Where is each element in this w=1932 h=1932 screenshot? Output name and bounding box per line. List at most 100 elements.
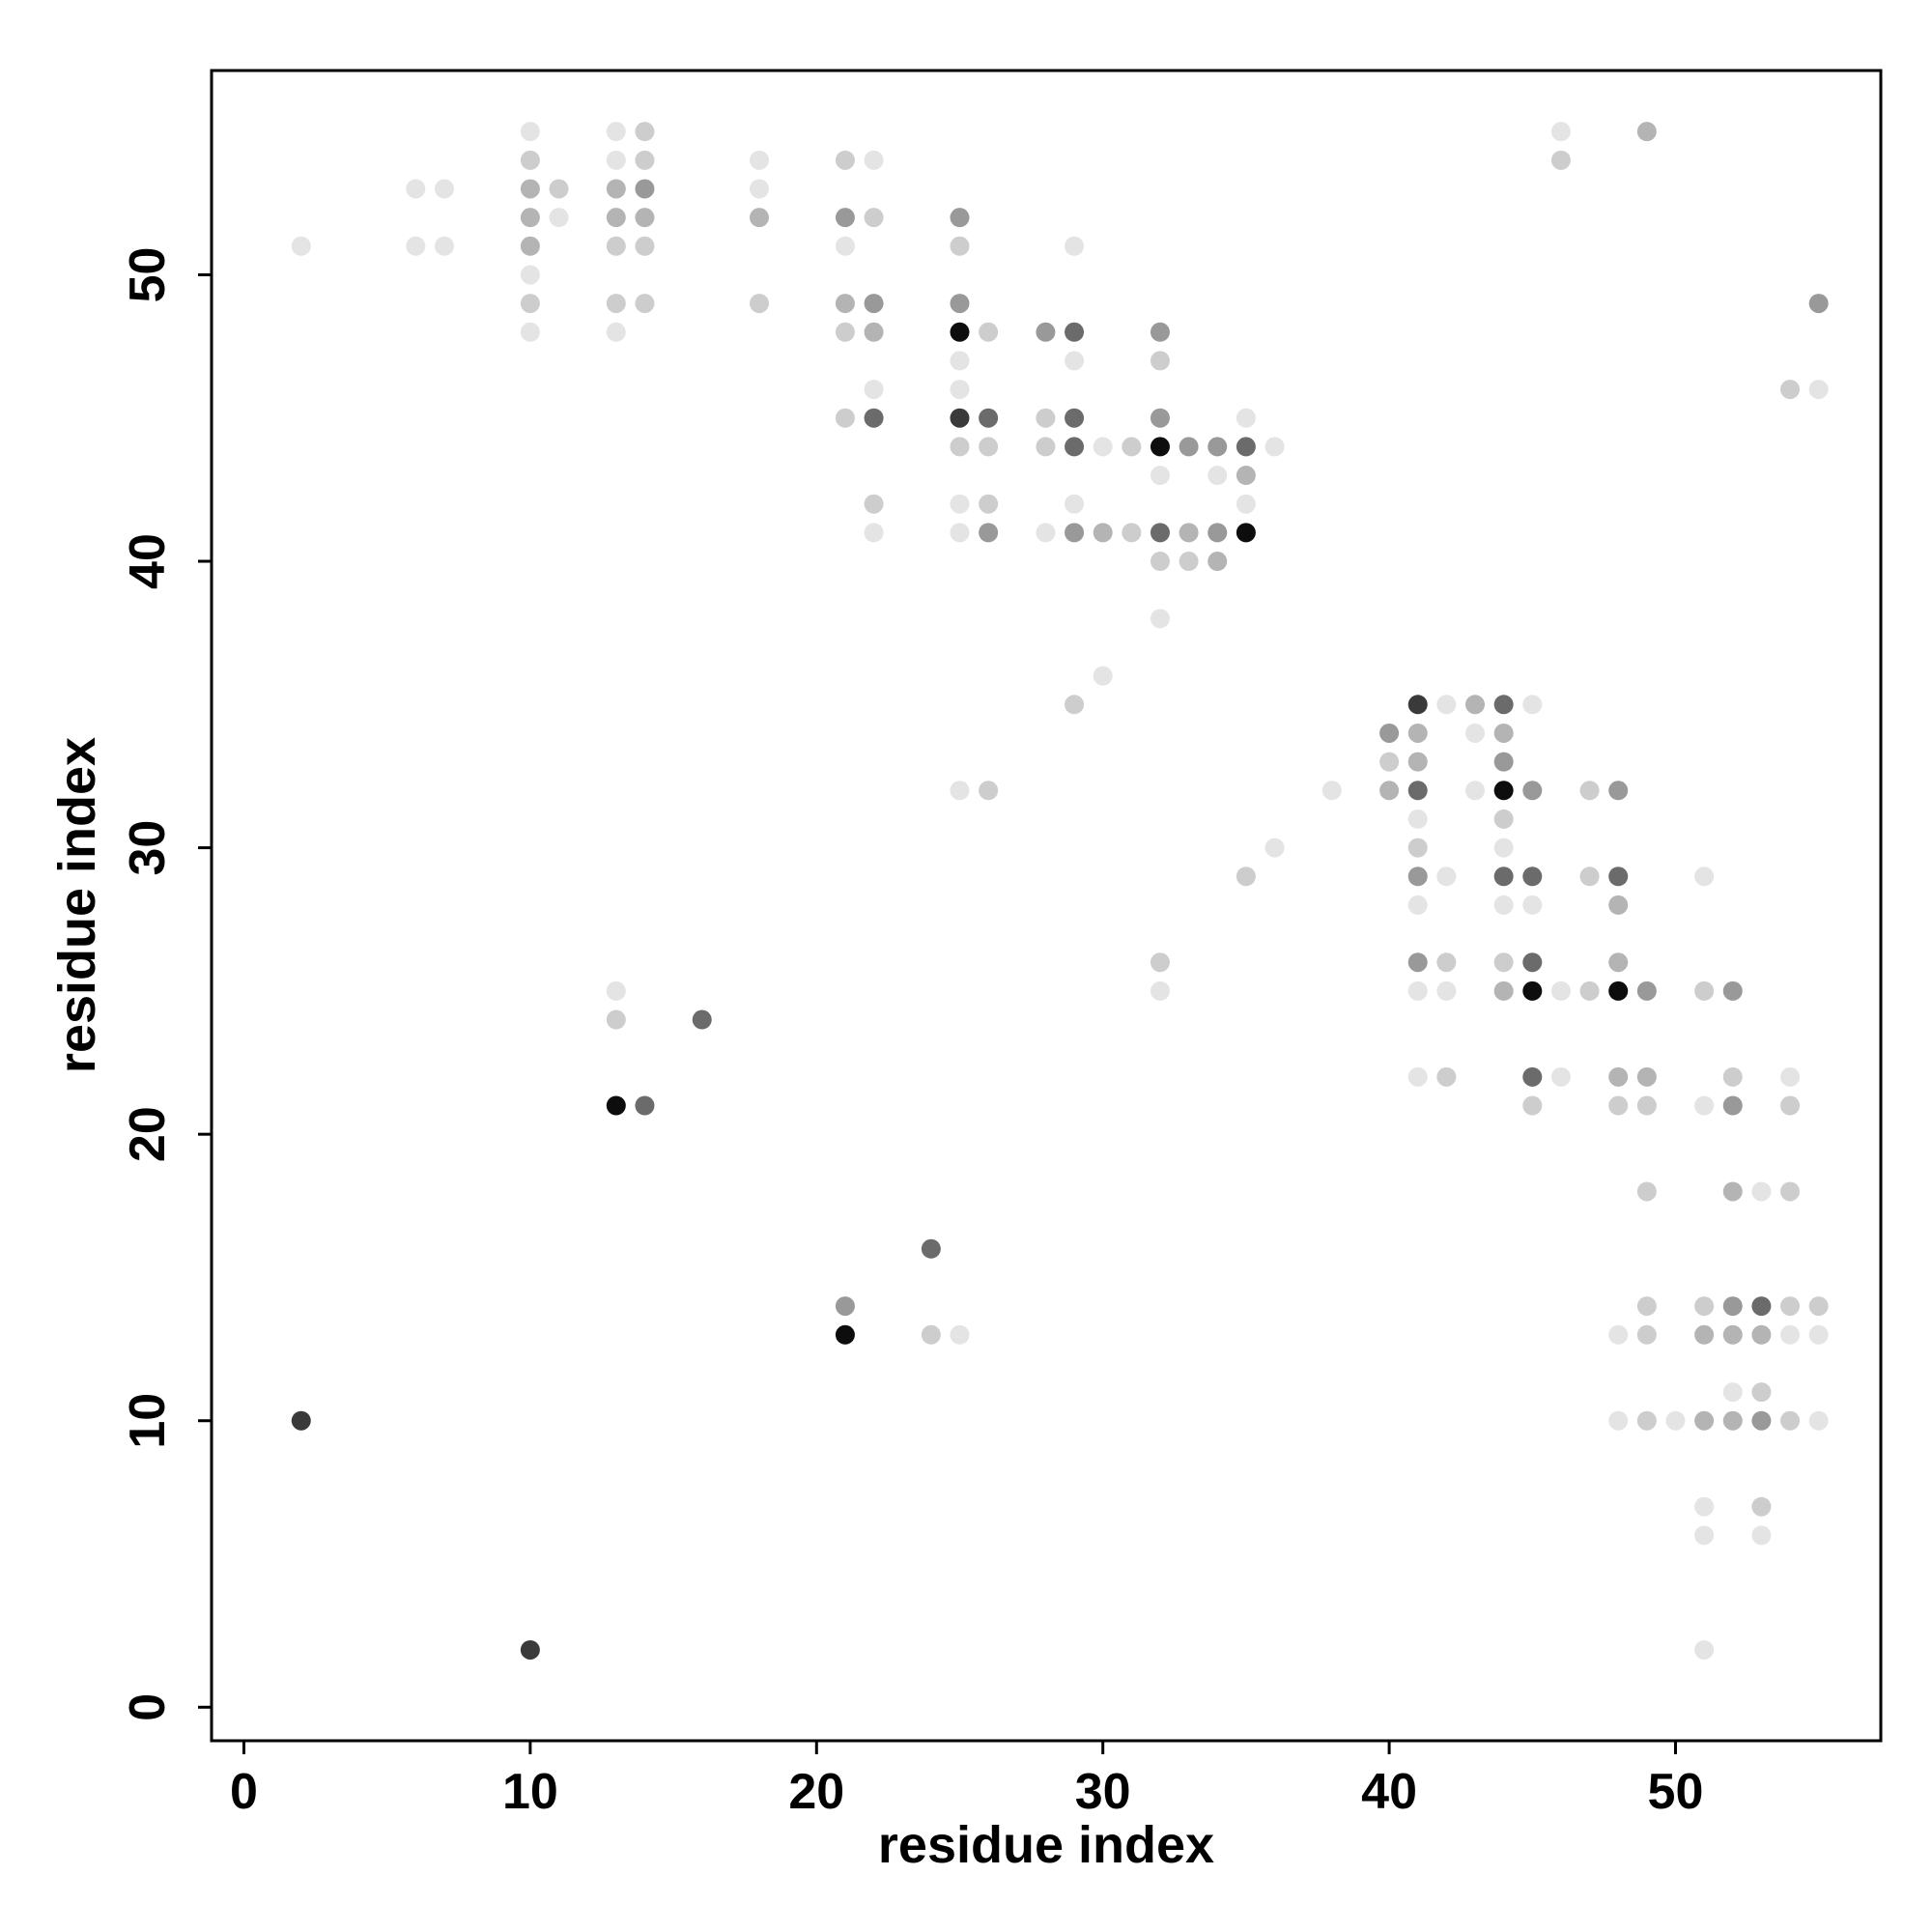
point [1579, 980, 1600, 1001]
point [1208, 552, 1228, 572]
point [635, 150, 655, 170]
point [1694, 1324, 1715, 1345]
point [979, 494, 999, 514]
point [1236, 867, 1256, 887]
point [1150, 552, 1170, 572]
point [1493, 895, 1514, 915]
point [1179, 552, 1199, 572]
point [1522, 952, 1543, 973]
point [1751, 1324, 1772, 1345]
point [1208, 437, 1228, 457]
point [520, 122, 540, 142]
point [750, 294, 770, 314]
point [1065, 437, 1085, 457]
point [1608, 1095, 1629, 1116]
point [1808, 380, 1829, 400]
point [950, 322, 970, 342]
point [520, 179, 540, 199]
point [1694, 1525, 1715, 1546]
point [1636, 1181, 1657, 1202]
x-tick-label: 10 [502, 1764, 558, 1820]
point [1722, 1324, 1743, 1345]
point [549, 208, 569, 228]
point [1522, 980, 1543, 1001]
point [921, 1324, 941, 1345]
point [606, 150, 626, 170]
point [549, 179, 569, 199]
point [979, 322, 999, 342]
point [1407, 838, 1428, 858]
point [1522, 895, 1543, 915]
point [1694, 1496, 1715, 1517]
point [635, 122, 655, 142]
point [635, 236, 655, 256]
point [1579, 867, 1600, 887]
point [1236, 523, 1256, 543]
point [1036, 437, 1056, 457]
point [606, 236, 626, 256]
point [1751, 1525, 1772, 1546]
point [950, 437, 970, 457]
point [1722, 1382, 1743, 1403]
point [1780, 1066, 1801, 1087]
point [1808, 1296, 1829, 1317]
point [1236, 408, 1256, 428]
y-tick-label: 20 [120, 1106, 176, 1162]
point [1608, 952, 1629, 973]
point [950, 380, 970, 400]
point [1522, 1095, 1543, 1116]
point [1065, 523, 1085, 543]
point [1608, 980, 1629, 1001]
point [434, 236, 454, 256]
point [520, 322, 540, 342]
point [1636, 1095, 1657, 1116]
x-tick-label: 30 [1075, 1764, 1131, 1820]
point [1150, 952, 1170, 973]
point [1179, 437, 1199, 457]
point [1465, 695, 1486, 715]
x-tick-label: 0 [230, 1764, 258, 1820]
point [520, 208, 540, 228]
x-axis-title: residue index [878, 1816, 1214, 1874]
point [606, 179, 626, 199]
point [1150, 351, 1170, 371]
point [1065, 236, 1085, 256]
point [1550, 980, 1571, 1001]
point [692, 1009, 712, 1030]
point [1608, 1324, 1629, 1345]
point [1379, 723, 1400, 743]
point [520, 265, 540, 285]
point [1493, 952, 1514, 973]
y-tick-label: 40 [120, 533, 176, 589]
point [950, 294, 970, 314]
point [1208, 466, 1228, 486]
point [1722, 1066, 1743, 1087]
point [1036, 523, 1056, 543]
point [1522, 867, 1543, 887]
point [1407, 1066, 1428, 1087]
point [1264, 838, 1285, 858]
point [1493, 781, 1514, 801]
point [606, 294, 626, 314]
point [1493, 867, 1514, 887]
point [1065, 494, 1085, 514]
point [606, 208, 626, 228]
point [1493, 723, 1514, 743]
point [1065, 322, 1085, 342]
point [1236, 494, 1256, 514]
point [950, 236, 970, 256]
point [1236, 466, 1256, 486]
point [1436, 952, 1457, 973]
point [835, 322, 855, 342]
point [835, 236, 855, 256]
point [1522, 1066, 1543, 1087]
point [864, 523, 884, 543]
point [1493, 980, 1514, 1001]
x-tick-label: 50 [1648, 1764, 1704, 1820]
point [1636, 1066, 1657, 1087]
point [1065, 695, 1085, 715]
point [520, 1639, 540, 1660]
point [1722, 1296, 1743, 1317]
point [835, 294, 855, 314]
